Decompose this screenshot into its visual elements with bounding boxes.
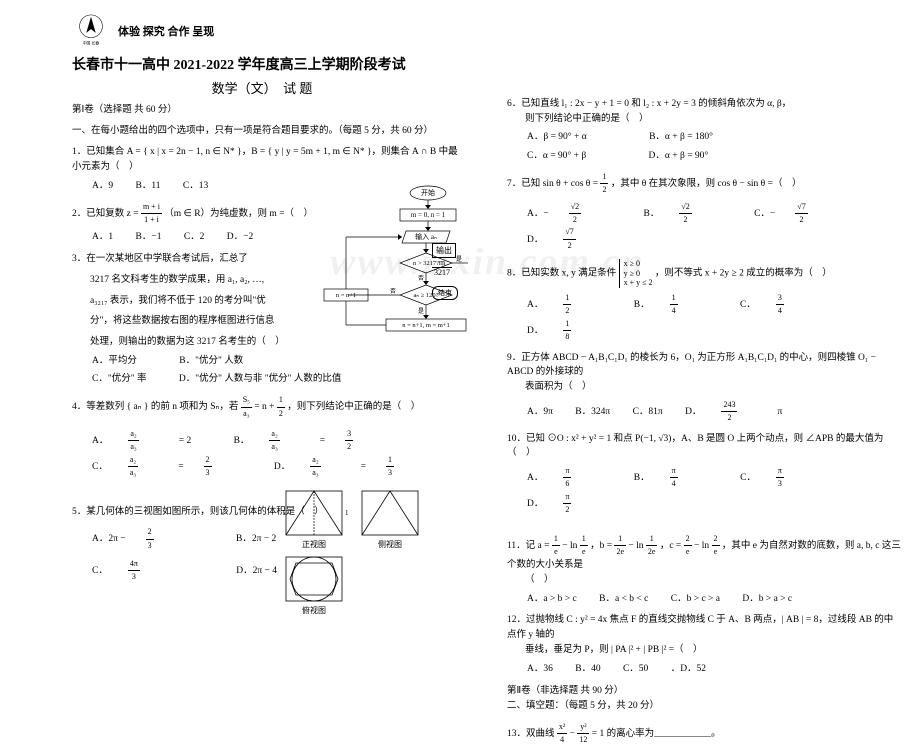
q11: 11．记 a = 1e − ln 1e ，b = 12e − ln 12e ，c… — [507, 533, 902, 607]
flowchart-end-box: 结束 — [432, 286, 458, 300]
svg-text:是: 是 — [456, 256, 462, 263]
section1-label: 第Ⅰ卷（选择题 共 60 分） — [72, 103, 467, 118]
motto-text: 体验 探究 合作 呈现 — [118, 23, 214, 39]
svg-text:否: 否 — [418, 275, 424, 282]
svg-text:正视图: 正视图 — [302, 539, 326, 549]
q3: 3．在一次某地区中学联合考试后，汇总了 3217 名文科考生的数学成果，用 a₁… — [72, 252, 307, 387]
q12-opts: A．36 B．40 C．50 ．D．52 — [507, 662, 902, 677]
q7-opts: A．−√22 B．√22 C．−√72 D．√72 — [507, 201, 902, 253]
svg-text:1: 1 — [345, 509, 349, 517]
q1-stem: 1．已知集合 A = { x | x = 2n − 1, n ∈ N* }，B … — [72, 145, 467, 174]
section2-label: 第Ⅱ卷（非选择题 共 90 分） — [507, 684, 902, 699]
right-column: 6．已知直线 l₁ : 2x − y + 1 = 0 和 l₂ : x + 2y… — [507, 97, 902, 747]
svg-text:n = n+1, m = m+1: n = n+1, m = m+1 — [402, 322, 450, 329]
svg-text:开始: 开始 — [421, 188, 435, 197]
q10: 10．已知 ⊙O : x² + y² = 1 和点 P(−1, √3)，A、B … — [507, 432, 902, 517]
svg-text:n = n+1: n = n+1 — [336, 292, 356, 299]
q9: 9．正方体 ABCD − A₁B₁C₁D₁ 的棱长为 6，O₁ 为正方形 A₁B… — [507, 351, 902, 425]
flowchart-output-label: 输出 — [432, 243, 456, 258]
svg-text:输入 aₙ: 输入 aₙ — [415, 232, 437, 241]
q8-opts: A．12 B．14 C．34 D．18 — [507, 292, 902, 344]
school-logo: 中国·长春 — [72, 12, 110, 50]
section2-instr: 二、填空题：（每题 5 分，共 20 分） — [507, 699, 902, 714]
three-views-diagram: 1 1 正视图 侧视图 俯视图 — [280, 487, 428, 618]
q4: 4．等差数列 { aₙ } 的前 n 项和为 Sₙ，若 S₅a₃ = n + 1… — [72, 394, 467, 479]
q9-opts: A．9π B．324π C．81π D．2432π — [507, 399, 902, 425]
q7: 7．已知 sin θ + cos θ = 12 ，其中 θ 在其次象限，则 co… — [507, 171, 902, 252]
flowchart-output-frac: m3217 — [432, 258, 452, 277]
svg-text:1: 1 — [282, 509, 286, 517]
q11-opts: A．a > b > c B．a < b < c C．b > c > a D．b … — [507, 592, 902, 607]
q12: 12．过抛物线 C : y² = 4x 焦点 F 的直线交抛物线 C 于 A、B… — [507, 613, 902, 676]
exam-subtitle: 数学（文） 试 题 — [72, 78, 452, 97]
q13: 13．双曲线 x²4 − y²12 = 1 的离心率为____________。 — [507, 721, 902, 747]
svg-text:否: 否 — [390, 288, 396, 295]
q10-opts: A．π6 B．π4 C．π3 D．π2 — [507, 465, 902, 517]
svg-text:俯视图: 俯视图 — [302, 605, 326, 615]
section1-instr: 一、在每小题给出的四个选项中，只有一项是符合题目要求的。（每题 5 分，共 60… — [72, 124, 467, 139]
q6-opts: A．β = 90° + α B．α + β = 180° — [507, 130, 902, 145]
q4-opts: A．a₂a₃ = 2 B．a₂a₃ = 32 C．a₂a₃ = 23 D．a₂a… — [72, 428, 467, 480]
q6: 6．已知直线 l₁ : 2x − y + 1 = 0 和 l₂ : x + 2y… — [507, 97, 902, 164]
svg-text:侧视图: 侧视图 — [378, 539, 402, 549]
exam-title: 长春市十一高中 2021-2022 学年度高三上学期阶段考试 — [72, 54, 920, 74]
svg-text:是: 是 — [418, 308, 424, 315]
q3-opts: A．平均分 B．"优分" 人数 — [72, 354, 307, 369]
svg-text:中国·长春: 中国·长春 — [83, 40, 100, 45]
q8: 8．已知实数 x, y 满足条件 x ≥ 0 y ≥ 0 x + y ≤ 2 ，… — [507, 259, 902, 343]
svg-text:m = 0, n = 1: m = 0, n = 1 — [411, 211, 446, 219]
